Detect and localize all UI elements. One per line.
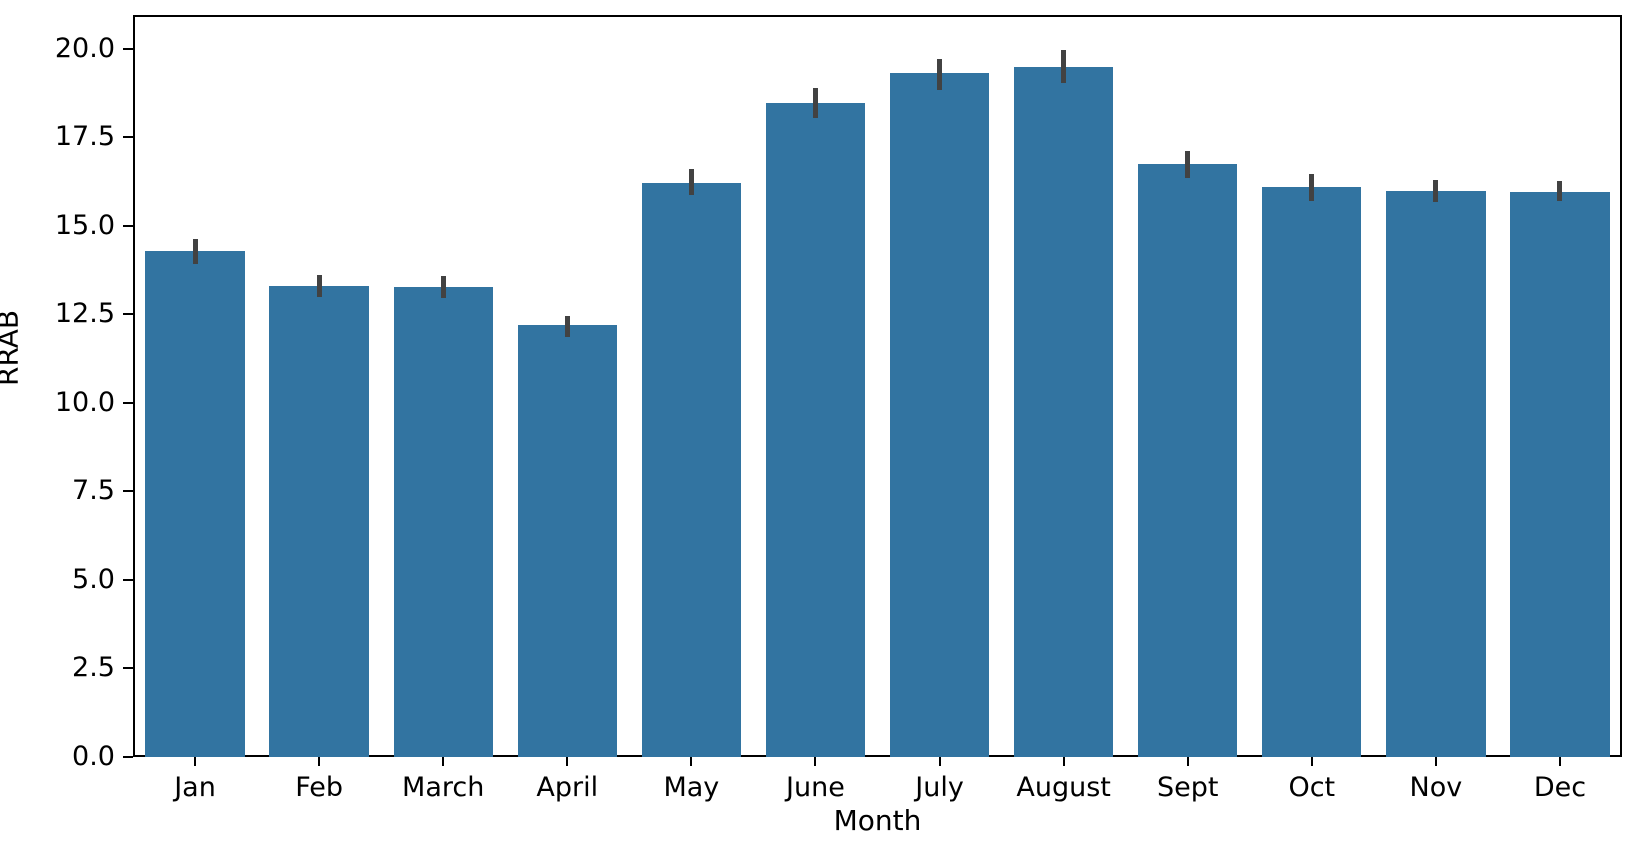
y-tick-mark bbox=[123, 401, 133, 404]
error-bar-dec bbox=[1557, 181, 1563, 202]
x-tick-mark bbox=[566, 757, 569, 766]
error-bar-oct bbox=[1309, 174, 1315, 201]
x-tick-mark bbox=[1310, 757, 1313, 766]
bar-may bbox=[641, 182, 741, 757]
y-tick-mark bbox=[123, 224, 133, 227]
error-bar-may bbox=[688, 168, 694, 196]
error-bar-march bbox=[440, 275, 446, 299]
y-tick-label-15.0: 15.0 bbox=[54, 209, 115, 241]
x-tick-label-july: July bbox=[915, 772, 964, 803]
y-axis-title: RRAB bbox=[0, 309, 25, 386]
error-bar-august bbox=[1061, 50, 1067, 84]
y-tick-label-10.0: 10.0 bbox=[54, 386, 115, 418]
x-tick-mark bbox=[318, 757, 321, 766]
y-tick-mark bbox=[123, 47, 133, 50]
bar-sept bbox=[1138, 164, 1238, 757]
x-tick-mark bbox=[1062, 757, 1065, 766]
bar-march bbox=[393, 287, 493, 757]
bar-june bbox=[765, 102, 866, 757]
x-tick-mark bbox=[1558, 757, 1561, 766]
bar-april bbox=[517, 325, 617, 757]
error-bar-nov bbox=[1433, 180, 1439, 202]
y-tick-label-12.5: 12.5 bbox=[54, 298, 115, 330]
x-tick-label-april: April bbox=[536, 772, 599, 803]
y-tick-mark bbox=[123, 136, 133, 139]
y-tick-mark bbox=[123, 756, 133, 758]
x-tick-label-june: June bbox=[786, 772, 845, 803]
error-bar-jan bbox=[192, 239, 198, 264]
error-bar-feb bbox=[316, 275, 322, 297]
plot-area bbox=[133, 15, 1622, 757]
x-tick-label-jan: Jan bbox=[174, 772, 216, 803]
bar-feb bbox=[269, 285, 369, 757]
error-bar-april bbox=[564, 316, 570, 337]
x-tick-label-dec: Dec bbox=[1533, 772, 1587, 803]
x-tick-mark bbox=[690, 757, 693, 766]
bar-july bbox=[889, 73, 990, 757]
error-bar-july bbox=[937, 58, 943, 91]
y-tick-mark bbox=[123, 667, 133, 670]
bar-nov bbox=[1386, 191, 1486, 757]
x-tick-label-nov: Nov bbox=[1409, 772, 1463, 803]
x-tick-mark bbox=[442, 757, 445, 766]
y-tick-label-0.0: 0.0 bbox=[72, 741, 115, 772]
y-tick-label-5.0: 5.0 bbox=[72, 563, 115, 595]
bar-august bbox=[1013, 66, 1114, 757]
x-tick-label-oct: Oct bbox=[1288, 772, 1336, 803]
x-tick-mark bbox=[938, 757, 941, 766]
x-tick-mark bbox=[1434, 757, 1437, 766]
x-tick-label-august: August bbox=[1016, 772, 1111, 803]
y-tick-label-20.0: 20.0 bbox=[54, 32, 115, 64]
x-tick-mark bbox=[814, 757, 817, 766]
x-tick-mark bbox=[1186, 757, 1189, 766]
x-tick-label-sept: Sept bbox=[1156, 772, 1219, 803]
bar-jan bbox=[145, 251, 245, 757]
y-tick-label-17.5: 17.5 bbox=[54, 121, 115, 153]
error-bar-sept bbox=[1185, 151, 1191, 178]
x-tick-label-may: May bbox=[663, 772, 720, 803]
x-tick-label-feb: Feb bbox=[295, 772, 344, 803]
bar-oct bbox=[1262, 187, 1362, 757]
y-tick-label-2.5: 2.5 bbox=[72, 652, 115, 684]
error-bar-june bbox=[812, 88, 818, 119]
x-tick-mark bbox=[194, 757, 197, 766]
x-tick-label-march: March bbox=[402, 772, 485, 803]
y-tick-mark bbox=[123, 578, 133, 581]
x-axis-title: Month bbox=[833, 804, 922, 837]
bar-dec bbox=[1510, 192, 1610, 757]
y-tick-mark bbox=[123, 313, 133, 316]
y-tick-label-7.5: 7.5 bbox=[72, 475, 115, 507]
y-tick-mark bbox=[123, 490, 133, 493]
